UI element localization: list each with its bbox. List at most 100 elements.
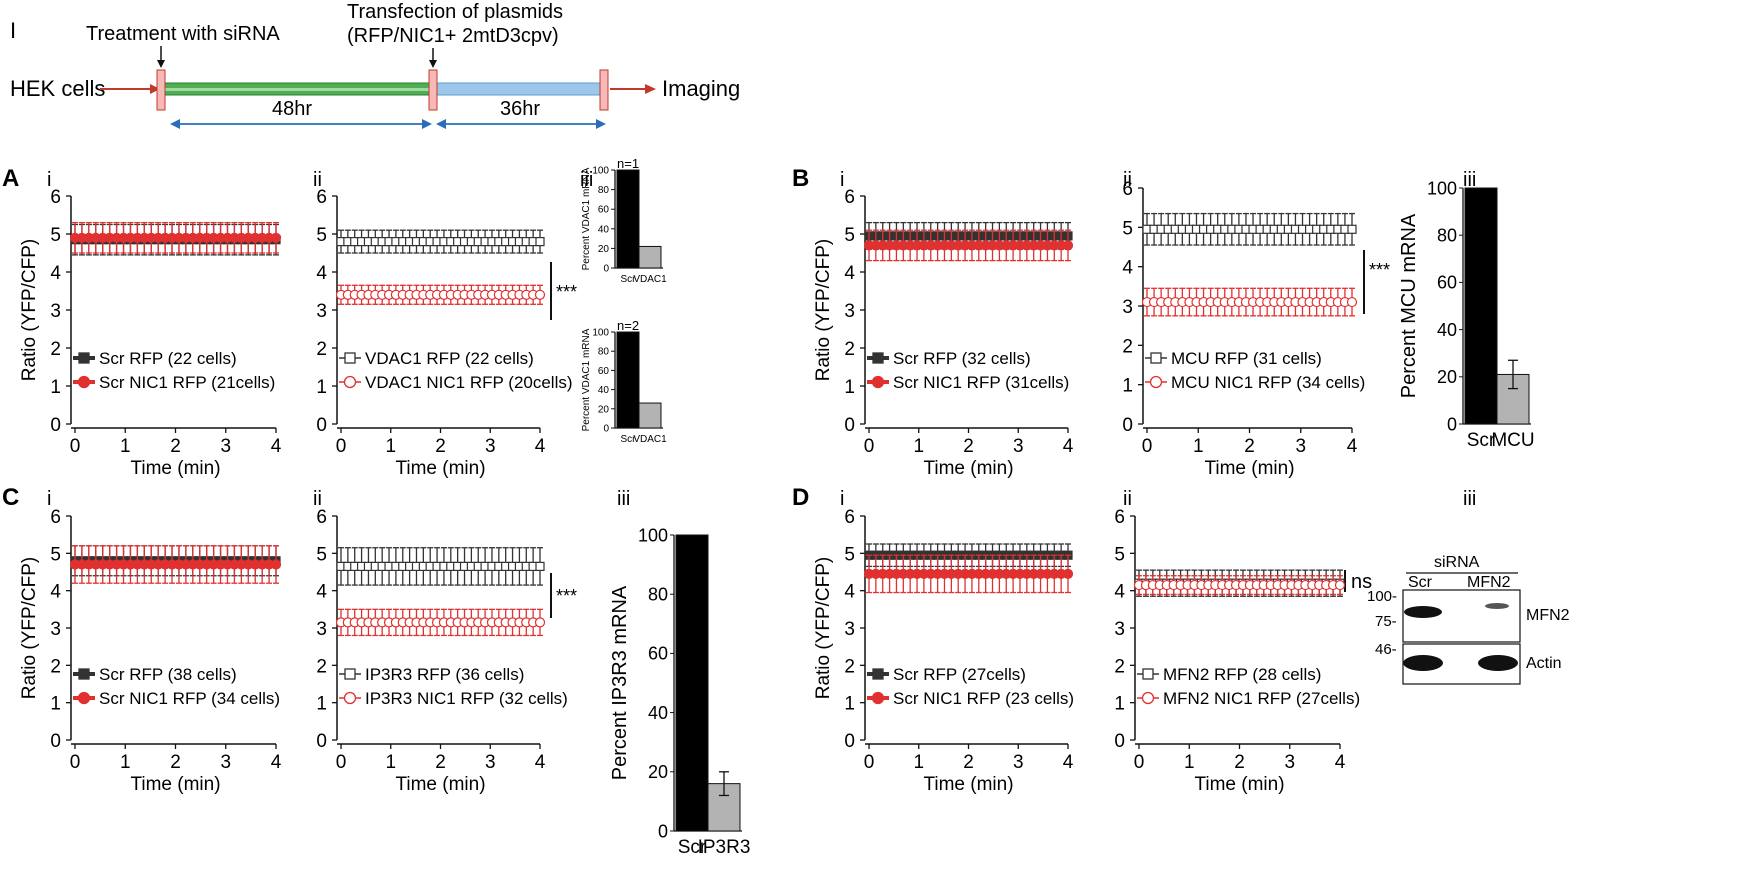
timeline-interval-36hr: 36hr <box>500 98 540 120</box>
y-tick-label: 60 <box>648 644 668 664</box>
data-point <box>535 237 545 247</box>
x-tick-label: 2 <box>170 752 181 773</box>
y-tick-label: 0 <box>603 264 609 275</box>
x-tick-label: 3 <box>485 752 496 773</box>
series-2: Scr NIC1 RFP (34 cells) <box>69 545 282 708</box>
y-tick-label: 3 <box>844 619 855 640</box>
sublabel-A-ii: ii <box>313 169 322 191</box>
y-tick-label: 4 <box>1122 258 1133 279</box>
x-tick-label: 4 <box>271 436 282 457</box>
panel-letter-D: D <box>792 484 809 511</box>
x-tick-label: VDAC1 <box>633 434 667 445</box>
sample-note: n=2 <box>617 318 639 333</box>
x-tick-label: Scr <box>1467 430 1496 451</box>
x-tick-label: 4 <box>1063 436 1074 457</box>
y-tick-label: 0 <box>658 821 668 841</box>
y-tick-label: 2 <box>1122 336 1133 357</box>
chart-D-ii: 0 1 2 3 4 5 6 0 1 2 3 4 Time (min) MFN2 RFP (28 cells… <box>1114 507 1360 795</box>
x-tick-label: 0 <box>70 752 81 773</box>
y-tick-label: 6 <box>844 187 855 208</box>
x-tick-label: VDAC1 <box>633 274 667 285</box>
y-axis-label: Ratio (YFP/CFP) <box>813 557 834 700</box>
significance-ns-D-ii: ns <box>1351 571 1372 593</box>
timeline-end-label: Imaging <box>662 76 740 101</box>
timeline-step1-label: Treatment with siRNA <box>86 23 280 45</box>
x-tick-label: Scr <box>621 434 637 445</box>
significance-stars-A-ii: *** <box>556 282 577 302</box>
x-tick-label: 3 <box>220 752 231 773</box>
y-tick-label: 2 <box>50 656 61 677</box>
timeline-start-arrowhead <box>150 84 160 94</box>
legend-marker <box>344 668 356 680</box>
legend-label: IP3R3 NIC1 RFP (32 cells) <box>365 689 568 708</box>
x-tick-label: 2 <box>170 436 181 457</box>
legend-label: MCU RFP (31 cells) <box>1171 349 1322 368</box>
chart-C-ii: 0 1 2 3 4 5 6 0 1 2 3 4 Time (min) IP3R3 RFP (36 cell… <box>316 507 567 795</box>
legend-marker <box>1150 352 1162 364</box>
y-tick-label: 80 <box>598 347 610 358</box>
data-point <box>1346 296 1358 308</box>
legend-marker <box>77 375 91 389</box>
data-point <box>1334 579 1346 591</box>
series-2: Scr NIC1 RFP (21cells) <box>69 221 282 392</box>
y-axis-label: Ratio (YFP/CFP) <box>813 239 834 382</box>
series-2: VDAC1 NIC1 RFP (20cells) <box>335 284 573 392</box>
y-tick-label: 40 <box>648 703 668 723</box>
x-axis-label: Time (min) <box>395 458 485 479</box>
y-tick-label: 1 <box>50 694 61 715</box>
legend-marker <box>343 691 357 705</box>
data-point <box>270 232 282 243</box>
bar-vdac1 <box>638 245 662 269</box>
y-tick-label: 2 <box>50 339 61 360</box>
y-tick-label: 6 <box>50 507 61 528</box>
y-tick-label: 2 <box>1114 656 1125 677</box>
x-axis-label: Time (min) <box>1204 458 1294 479</box>
wb-mw-46: 46- <box>1375 641 1397 658</box>
y-tick-label: 2 <box>844 339 855 360</box>
sublabel-B-i: i <box>840 169 844 191</box>
y-tick-label: 3 <box>316 301 327 322</box>
y-tick-label: 40 <box>1437 320 1457 340</box>
y-tick-label: 0 <box>1122 415 1133 436</box>
y-tick-label: 4 <box>50 582 61 603</box>
data-point <box>534 289 546 300</box>
wb-band-scr-actin <box>1403 655 1443 671</box>
bar-scr <box>675 534 709 832</box>
y-tick-label: 1 <box>316 694 327 715</box>
wb-title: siRNA <box>1434 554 1480 571</box>
y-tick-label: 60 <box>598 366 610 377</box>
y-tick-label: 100 <box>1427 178 1457 198</box>
series-2: Scr NIC1 RFP (31cells) <box>863 229 1074 392</box>
y-tick-label: 100 <box>592 166 609 177</box>
y-tick-label: 0 <box>50 731 61 752</box>
x-tick-label: MCU <box>1491 430 1534 451</box>
x-tick-label: 2 <box>963 436 974 457</box>
sublabel-C-iii: iii <box>617 488 630 510</box>
x-tick-label: 2 <box>435 752 446 773</box>
y-tick-label: 0 <box>1447 414 1457 434</box>
x-tick-label: 3 <box>220 436 231 457</box>
data-point <box>270 559 282 570</box>
x-tick-label: Scr <box>678 837 707 858</box>
y-tick-label: 40 <box>598 224 610 235</box>
timeline-span-36hr-right-head <box>596 119 606 129</box>
y-axis-label: Percent IP3R3 mRNA <box>609 585 631 780</box>
y-tick-label: 4 <box>316 582 327 603</box>
y-tick-label: 1 <box>844 694 855 715</box>
x-axis-label: Time (min) <box>395 774 485 795</box>
x-tick-label: 1 <box>1193 436 1204 457</box>
x-tick-label: 2 <box>435 436 446 457</box>
series-2: IP3R3 NIC1 RFP (32 cells) <box>335 608 568 708</box>
bar-vdac1 <box>638 402 662 429</box>
sublabel-D-i: i <box>840 488 844 510</box>
y-axis-label: Percent MCU mRNA <box>1398 213 1420 398</box>
y-tick-label: 2 <box>316 339 327 360</box>
x-tick-label: 1 <box>913 436 924 457</box>
y-axis-label: Ratio (YFP/CFP) <box>19 239 40 382</box>
legend-label: Scr RFP (38 cells) <box>99 665 237 684</box>
series-1: VDAC1 RFP (22 cells) <box>336 229 545 368</box>
